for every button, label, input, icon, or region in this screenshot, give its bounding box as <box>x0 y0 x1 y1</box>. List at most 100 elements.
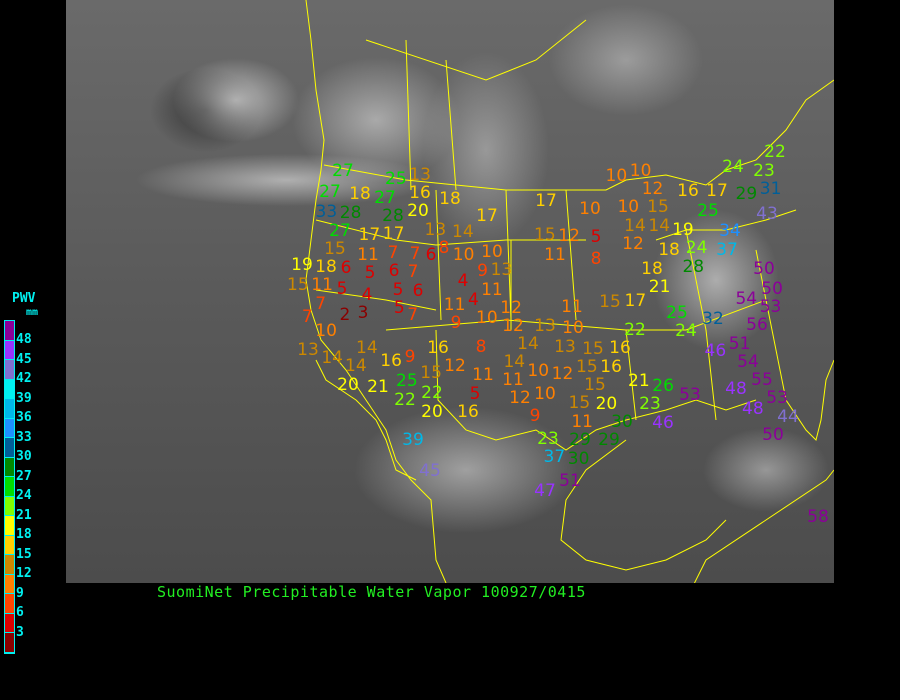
station-value: 16 <box>380 351 402 371</box>
station-value: 43 <box>756 204 778 224</box>
station-value: 16 <box>427 337 449 358</box>
station-value: 27 <box>374 187 396 208</box>
station-value: 39 <box>402 430 424 450</box>
station-value: 15 <box>420 363 442 383</box>
station-value: 11 <box>311 275 333 296</box>
station-value: 12 <box>622 233 644 254</box>
border-line <box>435 329 757 451</box>
station-value: 18 <box>349 184 371 205</box>
station-value: 22 <box>624 319 646 340</box>
station-value: 20 <box>407 201 429 222</box>
legend-label: 15 <box>16 546 32 562</box>
station-value: 34 <box>719 221 741 242</box>
legend-label: 12 <box>16 566 32 581</box>
border-line <box>315 359 417 481</box>
station-value: 10 <box>629 160 652 181</box>
station-value: 14 <box>648 215 671 236</box>
station-value: 15 <box>599 292 621 312</box>
station-value: 56 <box>746 315 768 336</box>
station-value: 22 <box>394 389 416 410</box>
station-value: 12 <box>444 356 466 377</box>
map-title: SuomiNet Precipitable Water Vapor 100927… <box>157 583 586 601</box>
station-value: 25 <box>697 201 719 221</box>
legend-label: 36 <box>16 410 32 425</box>
station-value: 14 <box>517 334 539 355</box>
border-line <box>755 249 834 441</box>
station-value: 21 <box>367 377 389 397</box>
station-value: 31 <box>759 178 782 199</box>
station-value: 5 <box>393 298 405 319</box>
station-value: 20 <box>337 374 359 395</box>
station-value: 45 <box>419 461 441 481</box>
station-value: 10 <box>605 166 628 186</box>
station-value: 33 <box>315 202 338 223</box>
station-value: 12 <box>502 315 524 336</box>
station-value: 10 <box>527 361 550 381</box>
legend-swatch <box>5 379 14 399</box>
station-value: 46 <box>652 412 674 433</box>
border-line <box>685 229 717 421</box>
station-value: 12 <box>500 297 522 318</box>
station-value: 11 <box>544 244 566 265</box>
station-value: 11 <box>443 294 466 315</box>
station-value: 29 <box>569 429 591 450</box>
legend-label: 39 <box>16 390 32 406</box>
station-value: 24 <box>685 238 708 259</box>
legend-swatch <box>5 516 14 536</box>
station-value: 53 <box>766 388 788 409</box>
station-value: 53 <box>679 385 701 405</box>
legend-swatch <box>5 340 14 360</box>
border-line <box>315 219 586 246</box>
station-value: 20 <box>421 402 443 422</box>
station-value: 4 <box>468 289 479 310</box>
station-value: 17 <box>535 191 557 211</box>
station-value: 11 <box>502 370 524 391</box>
border-line <box>365 19 587 81</box>
station-value: 17 <box>706 181 728 201</box>
station-value: 17 <box>624 291 647 311</box>
station-value: 13 <box>554 336 576 357</box>
border-line <box>323 79 834 191</box>
station-value: 10 <box>617 196 640 217</box>
station-value: 37 <box>716 239 738 260</box>
station-value: 55 <box>751 369 773 390</box>
station-value: 2 <box>339 305 351 325</box>
station-value: 11 <box>571 411 593 432</box>
legend-swatch <box>5 438 14 458</box>
station-value: 27 <box>319 182 341 202</box>
border-line <box>315 289 437 311</box>
border-line <box>565 189 577 321</box>
legend-swatch <box>5 555 14 575</box>
border-line <box>435 189 442 321</box>
station-value: 15 <box>582 338 604 359</box>
station-value: 4 <box>457 271 469 291</box>
station-value: 30 <box>611 411 633 432</box>
station-value: 10 <box>476 308 498 329</box>
legend-label: 3 <box>16 624 24 640</box>
station-value: 5 <box>590 227 602 247</box>
border-line <box>625 329 637 421</box>
station-value: 6 <box>388 261 400 282</box>
station-value: 6 <box>412 280 424 301</box>
station-value: 15 <box>576 356 598 377</box>
border-line <box>405 39 412 191</box>
station-value: 17 <box>358 225 381 245</box>
station-value: 5 <box>336 279 348 299</box>
legend-unit: mm <box>26 307 39 318</box>
station-value: 58 <box>807 507 829 527</box>
station-value: 7 <box>407 262 419 283</box>
station-value: 20 <box>595 393 618 414</box>
legend-label: 48 <box>16 332 32 347</box>
station-value: 32 <box>702 309 724 329</box>
station-value: 25 <box>385 169 407 190</box>
station-value: 13 <box>297 339 319 360</box>
station-value: 27 <box>329 220 351 241</box>
station-value: 16 <box>609 338 631 359</box>
station-value: 7 <box>387 243 399 264</box>
station-value: 16 <box>677 181 699 201</box>
station-value: 15 <box>287 275 309 295</box>
station-value: 23 <box>753 160 775 181</box>
station-value: 18 <box>641 258 663 279</box>
station-value: 11 <box>481 279 503 300</box>
station-value: 5 <box>364 263 376 284</box>
